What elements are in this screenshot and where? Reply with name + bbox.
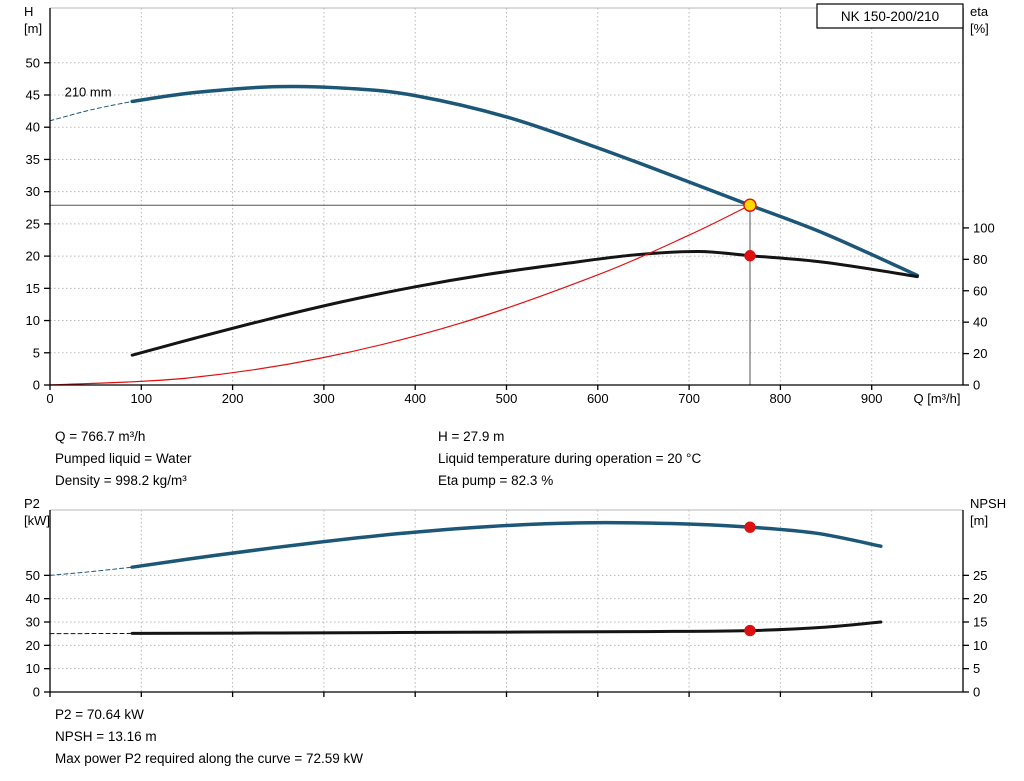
pumped-liquid-value: Pumped liquid = Water [55, 451, 192, 466]
eta-curve [130, 249, 919, 357]
chart-text: 100 [130, 391, 152, 406]
chart-text: 40 [26, 591, 40, 606]
pump-model-box [816, 3, 964, 29]
density-value: Density = 998.2 kg/m³ [55, 473, 187, 488]
head-curve [130, 84, 920, 278]
chart-text: 10 [26, 313, 40, 328]
chart-text: 80 [973, 252, 987, 267]
chart-text: [m] [24, 21, 42, 36]
chart-text: 700 [678, 391, 700, 406]
chart-text: 0 [973, 378, 980, 393]
chart-text: 600 [587, 391, 609, 406]
chart-text: 15 [973, 615, 987, 630]
chart-text: 5 [973, 661, 980, 676]
chart-text: 20 [973, 591, 987, 606]
chart-text: 0 [973, 685, 980, 699]
chart-text: eta [970, 4, 989, 19]
chart-text: 25 [26, 216, 40, 231]
chart-text: 500 [496, 391, 518, 406]
chart-text: 40 [973, 315, 987, 330]
npsh-curve [130, 620, 883, 635]
head-curve-dashed [49, 100, 133, 122]
max-power-value: Max power P2 required along the curve = … [55, 751, 364, 766]
chart-text: 20 [973, 346, 987, 361]
chart-text: 20 [26, 638, 40, 653]
eta-point-marker [744, 250, 756, 262]
chart-text: H [24, 4, 33, 19]
chart-text: 200 [222, 391, 244, 406]
chart-text: 210 mm [65, 84, 112, 99]
npsh-value: NPSH = 13.16 m [55, 729, 157, 744]
chart-text: [kW] [24, 513, 50, 528]
chart-text: 30 [26, 615, 40, 630]
chart-text: 20 [26, 249, 40, 264]
p2-point-marker [744, 521, 756, 533]
power-info-block: P2 = 70.64 kW NPSH = 13.16 m Max power P… [0, 704, 1024, 770]
chart-text: 0 [33, 685, 40, 699]
chart-text: 50 [26, 568, 40, 583]
power-npsh-chart: 0 10 20 30 40 50 0 5 10 15 20 25 P2 [kW] NPSH [m] [24, 496, 1006, 699]
eta-pump-value: Eta pump = 82.3 % [438, 473, 554, 488]
npsh-point-marker [744, 624, 756, 637]
chart-text: 800 [770, 391, 792, 406]
p2-curve [130, 520, 883, 569]
chart-text: 900 [861, 391, 883, 406]
chart-text: 40 [26, 120, 40, 135]
chart-text: 60 [973, 283, 987, 298]
head-value: H = 27.9 m [438, 429, 505, 444]
system-curve [49, 204, 751, 386]
duty-info-block: Q = 766.7 m³/h H = 27.9 m Pumped liquid … [0, 426, 1024, 492]
chart-text: P2 [24, 496, 40, 511]
chart-text: 0 [33, 378, 40, 393]
chart-text: Q [m³/h] [914, 391, 961, 406]
chart-text: 15 [26, 281, 40, 296]
chart-text: 35 [26, 152, 40, 167]
chart-text: 10 [26, 661, 40, 676]
flow-value: Q = 766.7 m³/h [55, 429, 146, 444]
chart-text: 100 [973, 220, 995, 235]
chart-text: [%] [970, 21, 989, 36]
chart-text: 300 [313, 391, 335, 406]
p2-curve-dashed [49, 566, 133, 576]
chart-text: 30 [26, 184, 40, 199]
chart-text: NPSH [970, 496, 1006, 511]
chart-text: 400 [404, 391, 426, 406]
liquid-temperature-value: Liquid temperature during operation = 20… [438, 451, 702, 466]
duty-point-marker [743, 198, 757, 212]
chart-text: 0 [46, 391, 53, 406]
head-efficiency-chart: 0 100 200 300 400 500 600 700 800 900051015202530… [24, 3, 995, 406]
chart-text: 5 [33, 345, 40, 360]
chart-text: 50 [26, 55, 40, 70]
chart-text: 45 [26, 88, 40, 103]
chart-text: [m] [970, 513, 988, 528]
p2-value: P2 = 70.64 kW [55, 707, 144, 722]
chart-text: 10 [973, 638, 987, 653]
chart-text: 25 [973, 568, 987, 583]
chart-text: NK 150-200/210 [841, 9, 939, 24]
